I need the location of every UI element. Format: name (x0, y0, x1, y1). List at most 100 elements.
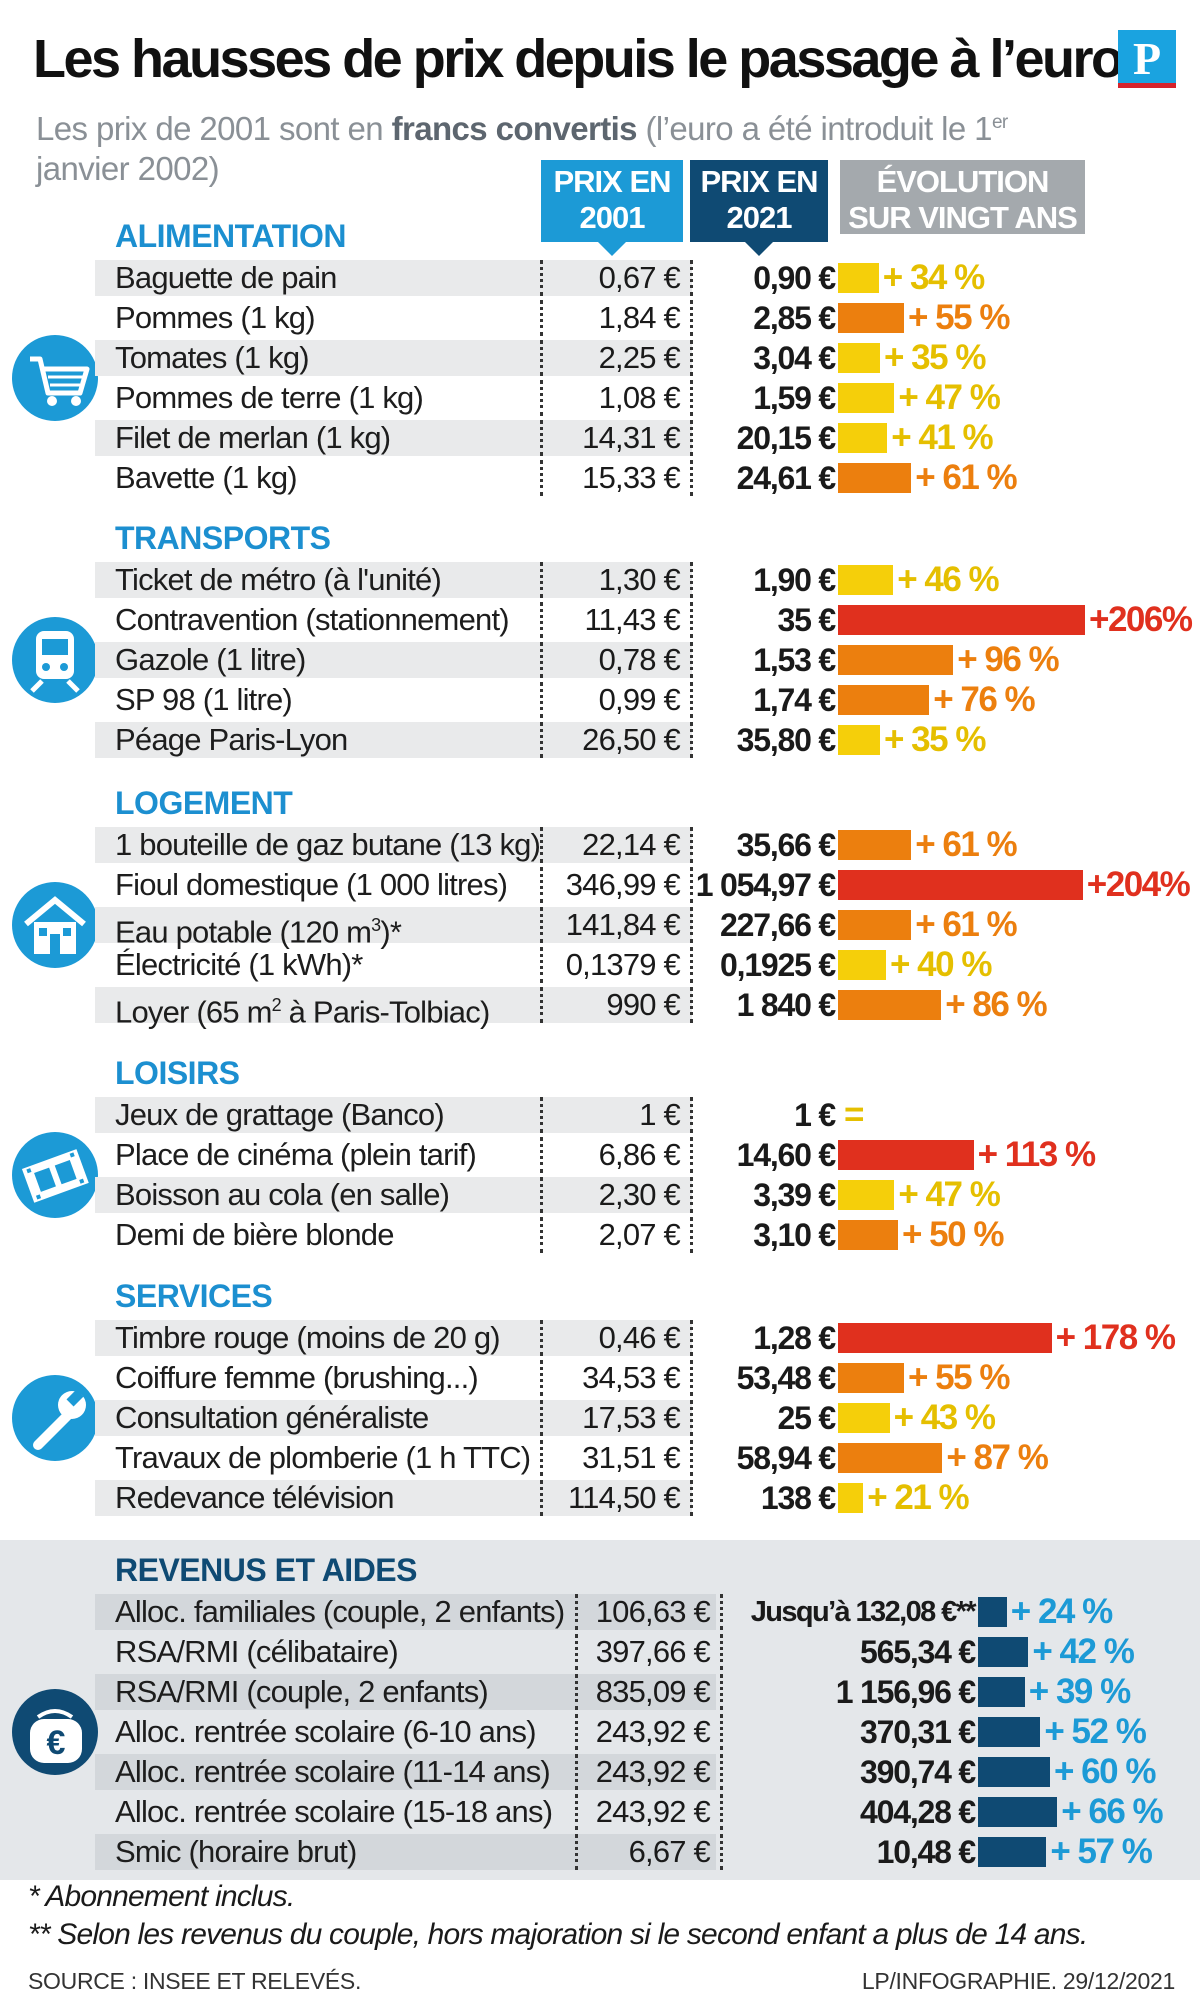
table-row: Coiffure femme (brushing...) 34,53 € 53,48… (95, 1358, 1200, 1398)
dotted-separator (690, 260, 693, 296)
table-row: SP 98 (1 litre) 0,99 € 1,74 € + 76 % (95, 680, 1200, 720)
row-label-text: Ticket de métro (à l'unité) (115, 562, 442, 597)
change-label: + 178 % (1055, 1318, 1176, 1357)
change-bar (838, 725, 880, 755)
change-bar (978, 1757, 1050, 1787)
row-label-superscript: 2 (271, 995, 282, 1015)
price-2001: 2,25 € (598, 340, 681, 375)
price-2001: 1,84 € (598, 300, 681, 335)
change-label: +206% (1089, 600, 1193, 639)
dotted-separator (690, 420, 693, 456)
dotted-separator (540, 602, 543, 638)
table-row: Bavette (1 kg) 15,33 € 24,61 € + 61 % (95, 458, 1200, 498)
row-label-text: 1 bouteille de gaz butane (13 kg) (115, 827, 541, 862)
change-bar (838, 685, 930, 715)
dotted-separator (575, 1674, 578, 1710)
section-title: LOGEMENT (115, 785, 293, 821)
change-bar (838, 303, 904, 333)
price-2021: 24,61 € (736, 460, 837, 496)
row-label: Loyer (65 m2 à Paris-Tolbiac) (115, 985, 491, 1032)
price-2021: 3,10 € (753, 1217, 836, 1253)
price-2001: 15,33 € (582, 460, 681, 495)
section-title: ALIMENTATION (115, 218, 347, 254)
price-2001: 243,92 € (595, 1714, 711, 1749)
dotted-separator (720, 1834, 723, 1870)
subtitle-emphasis: francs convertis (391, 110, 638, 147)
price-2001: 0,78 € (598, 642, 681, 677)
film-strip-icon (12, 1132, 98, 1218)
column-header-line: 2001 (579, 200, 646, 235)
table-row: Péage Paris-Lyon 26,50 € 35,80 € + 35 % (95, 720, 1200, 760)
table-row: Eau potable (120 m3)* 141,84 € 227,66 € + 6… (95, 905, 1200, 949)
price-2001: 2,30 € (598, 1177, 681, 1212)
change-bar (838, 830, 912, 860)
dotted-separator (540, 340, 543, 376)
change-bar (838, 990, 942, 1020)
dotted-separator (690, 722, 693, 758)
row-label: Fioul domestique (1 000 litres) (115, 865, 508, 905)
price-2001: 2,07 € (598, 1217, 681, 1252)
row-label: Eau potable (120 m3)* (115, 905, 402, 952)
dotted-separator (690, 1137, 693, 1173)
row-label-text: Alloc. rentrée scolaire (11-14 ans) (115, 1754, 551, 1789)
price-2001: 31,51 € (582, 1440, 681, 1475)
change-bar (838, 1323, 1052, 1353)
dotted-separator (540, 460, 543, 496)
change-bar (978, 1597, 1007, 1627)
row-label: Baguette de pain (115, 258, 337, 298)
price-2001: 243,92 € (595, 1794, 711, 1829)
euro-purse-icon: € (12, 1689, 98, 1775)
price-2021: 3,39 € (753, 1177, 836, 1213)
row-label: Péage Paris-Lyon (115, 720, 348, 760)
change-bar (838, 605, 1085, 635)
table-row: Baguette de pain 0,67 € 0,90 € + 34 % (95, 258, 1200, 298)
row-label-text-after: à Paris-Tolbiac) (280, 994, 491, 1030)
row-label-text: Péage Paris-Lyon (115, 722, 348, 757)
dotted-separator (690, 1217, 693, 1253)
row-label-text: Contravention (stationnement) (115, 602, 510, 637)
change-bar (838, 423, 888, 453)
row-label: Timbre rouge (moins de 20 g) (115, 1318, 501, 1358)
dotted-separator (575, 1714, 578, 1750)
change-label: + 40 % (890, 945, 992, 984)
price-2021: 35,80 € (736, 722, 837, 758)
row-label: Filet de merlan (1 kg) (115, 418, 391, 458)
change-label: + 55 % (908, 1358, 1010, 1397)
change-bar (838, 383, 895, 413)
change-bar (838, 870, 1083, 900)
change-bar (838, 1443, 943, 1473)
change-label: + 35 % (884, 720, 986, 759)
row-label: Pommes (1 kg) (115, 298, 316, 338)
change-bar (838, 645, 954, 675)
price-2001: 1 € (639, 1097, 681, 1132)
change-label: + 46 % (897, 560, 999, 599)
dotted-separator (540, 1177, 543, 1213)
table-row: Alloc. rentrée scolaire (11-14 ans) 243,9… (95, 1752, 1200, 1792)
row-label-text: Filet de merlan (1 kg) (115, 420, 391, 455)
row-label: Électricité (1 kWh)* (115, 945, 363, 985)
price-2001: 14,31 € (582, 420, 681, 455)
table-row: Électricité (1 kWh)* 0,1379 € 0,1925 € + 40… (95, 945, 1200, 985)
dotted-separator (540, 1440, 543, 1476)
dotted-separator (540, 987, 543, 1023)
row-label: RSA/RMI (célibataire) (115, 1632, 399, 1672)
row-label: Tomates (1 kg) (115, 338, 310, 378)
dotted-separator (540, 420, 543, 456)
price-2001: 835,09 € (595, 1674, 711, 1709)
row-label-text: Tomates (1 kg) (115, 340, 310, 375)
change-label: + 50 % (902, 1215, 1004, 1254)
change-bar (838, 950, 886, 980)
row-label: Gazole (1 litre) (115, 640, 306, 680)
row-label: Place de cinéma (plein tarif) (115, 1135, 477, 1175)
dotted-separator (690, 947, 693, 983)
price-2001: 11,43 € (584, 602, 680, 637)
table-row: Jeux de grattage (Banco) 1 €1 € = (95, 1095, 1200, 1135)
table-row: Place de cinéma (plein tarif) 6,86 € 14,60… (95, 1135, 1200, 1175)
dotted-separator (540, 300, 543, 336)
row-label: Alloc. rentrée scolaire (11-14 ans) (115, 1752, 551, 1792)
house-icon (12, 882, 98, 968)
price-2021: Jusqu’à 132,08 €** (750, 1596, 977, 1628)
table-row: Timbre rouge (moins de 20 g) 0,46 € 1,28 €… (95, 1318, 1200, 1358)
dotted-separator (540, 722, 543, 758)
change-label: + 61 % (915, 825, 1017, 864)
